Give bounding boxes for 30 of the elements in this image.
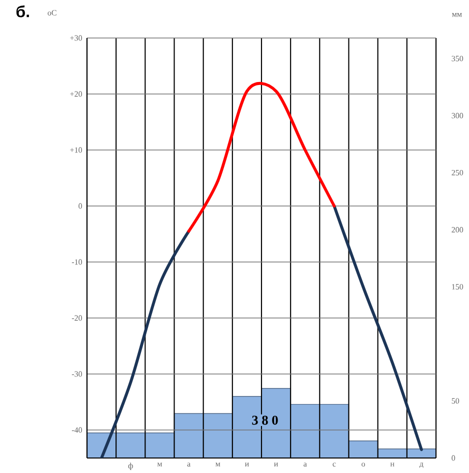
x-tick-label: д [419, 462, 424, 468]
y-tick-label: 0 [78, 203, 82, 209]
y-tick-label: -40 [72, 427, 82, 433]
y2-tick-label: 350 [452, 56, 464, 62]
y-tick-label: -10 [72, 259, 82, 265]
x-tick-label: м [157, 462, 162, 466]
y2-tick-label: 150 [452, 284, 464, 290]
x-tick-label: а [304, 462, 307, 467]
y2-tick-label: 300 [452, 112, 464, 118]
x-tick-label: с [332, 462, 336, 467]
x-tick-label: и [244, 462, 249, 466]
y2-tick-label: 250 [452, 170, 464, 176]
annotation: 3 8 0 [252, 416, 278, 425]
y-tick-label: -30 [72, 371, 82, 377]
chart-title: б. [16, 5, 29, 18]
x-tick-label: ф [128, 462, 133, 470]
x-tick-label: о [362, 462, 365, 467]
y-tick-label: +20 [70, 91, 82, 97]
y2-tick-label: 0 [452, 455, 456, 461]
y-axis-title: оС [48, 10, 56, 16]
x-tick-label: н [390, 462, 394, 466]
y-tick-label: -20 [72, 315, 82, 321]
x-tick-label: м [216, 462, 220, 466]
x-tick-label: и [274, 462, 278, 466]
y-tick-label: +10 [70, 147, 82, 153]
x-tick-label: а [187, 462, 190, 467]
y2-tick-label: 50 [452, 398, 460, 404]
y-tick-label: +30 [70, 35, 82, 41]
y2-axis-title: мм [452, 13, 462, 17]
y2-tick-label: 200 [452, 227, 464, 232]
